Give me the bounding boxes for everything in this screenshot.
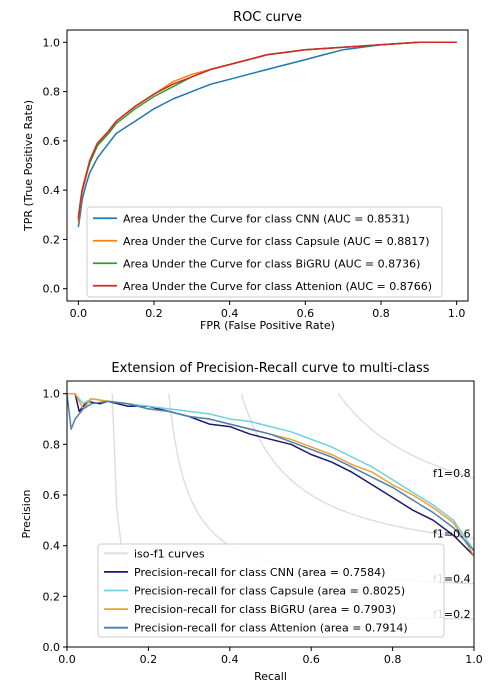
y-tick-label: 0.2: [43, 590, 61, 603]
plot-content: [77, 41, 457, 228]
iso-f1-curve: [337, 393, 474, 479]
legend-label: Area Under the Curve for class CNN (AUC …: [123, 212, 410, 225]
plot-content: [67, 392, 474, 620]
chart-title: Extension of Precision-Recall curve to m…: [111, 361, 429, 376]
y-axis-label: Precision: [20, 489, 33, 538]
x-axis-label: Recall: [254, 670, 287, 683]
x-tick-label: 0.2: [145, 307, 163, 320]
x-tick-label: 0.6: [297, 307, 315, 320]
legend-label: Precision-recall for class CNN (area = 0…: [134, 566, 385, 579]
y-tick-label: 0.8: [43, 438, 61, 451]
legend: iso-f1 curves Precision-recall for class …: [97, 543, 445, 638]
y-tick-label: 0.8: [43, 86, 61, 99]
x-tick-label: 1.0: [448, 307, 466, 320]
y-tick-label: 0.6: [43, 135, 61, 148]
iso-f1-label: f1=0.8: [433, 467, 471, 480]
x-tick-label: 0.0: [58, 653, 76, 666]
y-tick-label: 1.0: [43, 36, 61, 49]
y-tick-label: 0.0: [43, 641, 61, 654]
legend-label: Area Under the Curve for class Attenion …: [123, 280, 432, 293]
legend-box: [86, 206, 443, 298]
legend-label: Precision-recall for class BiGRU (area =…: [134, 603, 396, 616]
iso-f1-label: f1=0.6: [433, 527, 471, 540]
y-tick-label: 0.0: [43, 283, 61, 296]
x-axis-label: FPR (False Positive Rate): [200, 319, 335, 332]
x-tick-label: 0.4: [221, 307, 239, 320]
x-tick-label: 0.8: [384, 653, 402, 666]
legend-box: [97, 543, 445, 638]
iso-f1-curve: [240, 393, 474, 540]
legend-label: Area Under the Curve for class BiGRU (AU…: [123, 257, 420, 270]
chart-2: f1=0.2f1=0.4f1=0.6f1=0.80.0 0.2 0.4 0.6 0.8 1…: [20, 361, 483, 683]
series-line-1: [77, 41, 457, 228]
legend-label: Precision-recall for class Attenion (are…: [134, 622, 408, 635]
series-line-4: [77, 41, 457, 220]
y-tick-label: 0.4: [43, 540, 61, 553]
y-tick-label: 0.4: [43, 184, 61, 197]
y-axis-label: TPR (True Positive Rate): [22, 100, 35, 232]
axes-frame: [66, 29, 469, 302]
x-tick-label: 0.2: [140, 653, 158, 666]
legend-label: Precision-recall for class Capsule (area…: [134, 585, 405, 598]
x-tick-label: 0.6: [302, 653, 320, 666]
legend-label: iso-f1 curves: [134, 547, 205, 560]
x-tick-label: 0.4: [221, 653, 239, 666]
legend: Area Under the Curve for class CNN (AUC …: [86, 206, 443, 298]
legend-label: Area Under the Curve for class Capsule (…: [123, 235, 430, 248]
y-tick-label: 0.6: [43, 489, 61, 502]
x-tick-label: 0.8: [372, 307, 390, 320]
x-tick-label: 1.0: [465, 653, 483, 666]
axes-frame: [66, 380, 475, 648]
y-tick-label: 0.2: [43, 233, 61, 246]
chart-1: 0.0 0.2 0.4 0.6 0.8 1.0 0.0 0.2 0.4 0.6 0.8 1.0 ROC …: [22, 10, 469, 332]
y-tick-label: 1.0: [43, 388, 61, 401]
series-line-4: [67, 393, 474, 552]
x-tick-label: 0.0: [70, 307, 88, 320]
chart-title: ROC curve: [233, 10, 302, 25]
